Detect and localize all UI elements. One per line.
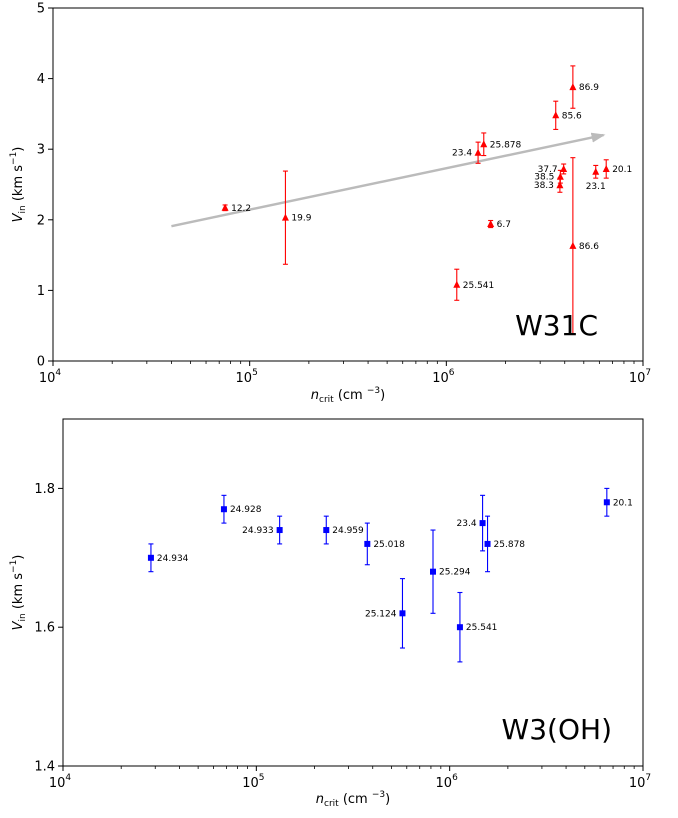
data-point-label: 6.7 — [497, 220, 511, 230]
x-tick-label: 107 — [629, 368, 651, 386]
data-point-label: 38.3 — [534, 181, 554, 191]
data-point-label: 86.9 — [579, 83, 599, 93]
y-tick-label: 1.8 — [34, 482, 55, 497]
plot-frame — [62, 418, 644, 767]
data-point-label: 24.959 — [332, 526, 364, 536]
data-point-label: 20.1 — [613, 498, 633, 508]
data-point-label: 25.294 — [439, 568, 471, 578]
y-tick-label: 1 — [37, 284, 45, 299]
data-point-marker — [220, 506, 227, 513]
data-point-marker — [602, 164, 610, 172]
data-point-label: 86.6 — [579, 242, 599, 252]
panel-label: W3(OH) — [502, 713, 612, 746]
panel-w3oh: 104 105 106 107 1.4 1.6 1.8 ncrit (cm −3) Vin (k… — [9, 418, 651, 809]
data-point-label: 38.5 — [534, 173, 554, 183]
y-tick-label: 1.4 — [34, 760, 55, 775]
x-tick-label: 104 — [49, 773, 72, 791]
data-point-marker — [479, 520, 486, 527]
y-tick-label: 5 — [37, 2, 45, 17]
x-axis-label: ncrit (cm −3) — [311, 386, 385, 405]
data-point-label: 37.7 — [538, 165, 558, 175]
data-point-label: 23.4 — [457, 519, 477, 529]
data-point-marker — [474, 148, 482, 156]
data-point-marker — [552, 111, 560, 119]
plot-frame — [52, 7, 644, 362]
x-tick-label: 105 — [242, 773, 264, 791]
data-point-label: 24.928 — [230, 505, 262, 515]
x-tick-label: 105 — [236, 368, 258, 386]
y-axis-label: Vin (km s−1) — [9, 555, 28, 631]
x-tick-label: 104 — [39, 368, 62, 386]
data-point-marker — [364, 540, 371, 547]
data-point-label: 19.9 — [291, 214, 311, 224]
y-tick-label: 2 — [37, 213, 45, 228]
data-point-label: 25.541 — [463, 281, 495, 291]
data-point-marker — [323, 527, 330, 534]
trend-arrow — [171, 132, 606, 228]
data-point-label: 20.1 — [612, 165, 632, 175]
data-point-marker — [487, 220, 495, 228]
data-point-marker — [281, 213, 289, 221]
data-point-marker — [484, 540, 491, 547]
y-tick-label: 0 — [37, 355, 45, 370]
data-point-label: 25.878 — [494, 540, 526, 550]
data-point-label: 12.2 — [231, 204, 251, 214]
data-point-label: 23.4 — [452, 149, 472, 159]
data-point-marker — [453, 280, 461, 288]
x-axis-label: ncrit (cm −3) — [316, 790, 390, 809]
panel-label: W31C — [515, 309, 598, 342]
x-tick-label: 106 — [432, 368, 455, 386]
data-point-marker — [569, 83, 577, 91]
data-point-label: 25.018 — [373, 540, 405, 550]
data-point-marker — [430, 568, 437, 575]
data-point-label: 25.124 — [365, 609, 397, 619]
data-point-marker — [399, 610, 406, 617]
y-tick-label: 3 — [37, 143, 45, 158]
y-tick-label: 1.6 — [34, 621, 55, 636]
y-tick-label: 4 — [37, 72, 45, 87]
data-point-label: 23.1 — [586, 182, 606, 192]
data-point-marker — [221, 203, 229, 211]
data-point-marker — [480, 140, 488, 148]
data-point-label: 24.933 — [242, 526, 274, 536]
x-tick-label: 106 — [436, 773, 459, 791]
data-point-marker — [556, 181, 564, 189]
x-tick-label: 107 — [629, 773, 651, 791]
data-point-marker — [569, 241, 577, 249]
data-point-marker — [147, 554, 154, 561]
data-point-marker — [592, 167, 600, 175]
data-point-marker — [603, 499, 610, 506]
y-axis-label: Vin (km s−1) — [9, 147, 28, 223]
data-point-label: 25.541 — [466, 623, 498, 633]
panel-w31c: 104 105 106 107 0 1 2 3 4 5 ncrit (cm −3) Vin (km s… — [9, 2, 651, 406]
data-point-label: 85.6 — [562, 111, 582, 121]
data-point-label: 24.934 — [157, 554, 189, 564]
data-point-label: 25.878 — [490, 140, 522, 150]
data-point-marker — [456, 624, 463, 631]
data-point-marker — [276, 527, 283, 534]
